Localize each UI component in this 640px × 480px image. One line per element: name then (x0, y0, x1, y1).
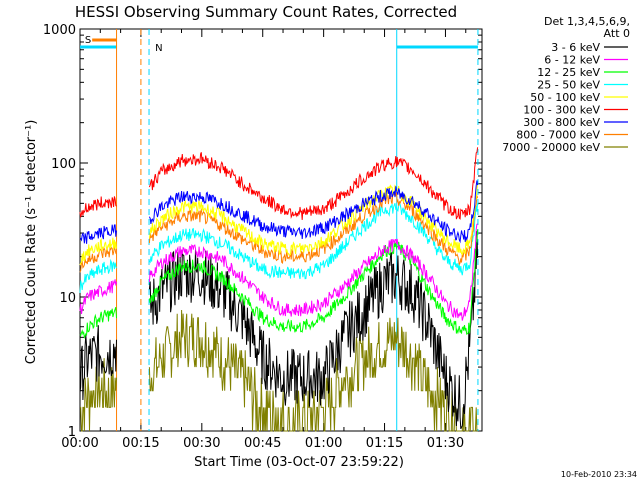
x-tick-label: 01:30 (427, 436, 464, 451)
y-tick-label: 100 (51, 157, 76, 172)
legend-label: 25 - 50 keV (537, 79, 600, 92)
series-line (79, 180, 479, 244)
series-line (79, 147, 479, 220)
legend-label: 12 - 25 keV (537, 66, 600, 79)
saa-label: S (85, 35, 91, 46)
night-label: N (155, 43, 162, 54)
x-tick-label: 01:00 (305, 436, 342, 451)
chart-title: HESSI Observing Summary Count Rates, Cor… (75, 3, 457, 21)
series-line (80, 309, 478, 432)
legend-label: 6 - 12 keV (544, 54, 600, 67)
series-line (79, 229, 479, 339)
x-tick-label: 00:30 (183, 436, 220, 451)
x-tick-label: 00:00 (61, 436, 98, 451)
legend-label: 7000 - 20000 keV (502, 141, 600, 154)
legend-title: Det 1,3,4,5,6,9, (544, 15, 630, 28)
plot-area: 1 10 100 1000 00:00 00:15 00:30 00:45 01:00 01:15… (43, 23, 483, 451)
plot-frame (79, 28, 483, 432)
y-axis-label: Corrected Count Rate (s⁻¹ detector⁻¹) (24, 120, 39, 365)
series-line (79, 231, 479, 430)
y-tick-label: 10 (59, 291, 76, 306)
x-tick-label: 00:45 (244, 436, 281, 451)
legend-label: 3 - 6 keV (551, 41, 600, 54)
legend-label: 300 - 800 keV (523, 116, 600, 129)
x-axis-label: Start Time (03-Oct-07 23:59:22) (194, 455, 404, 470)
timestamp: 10-Feb-2010 23:34 (561, 470, 637, 479)
x-tick-label: 00:15 (122, 436, 159, 451)
y-tick-label: 1 (68, 425, 76, 440)
legend-label: 800 - 7000 keV (516, 129, 600, 142)
x-tick-label: 01:15 (366, 436, 403, 451)
series-line (79, 201, 479, 293)
legend-title: Att 0 (604, 27, 630, 40)
series-line (79, 223, 478, 321)
series-line (79, 191, 479, 273)
legend-label: 100 - 300 keV (523, 104, 600, 117)
legend-label: 50 - 100 keV (530, 91, 600, 104)
y-tick-label: 1000 (43, 23, 76, 38)
